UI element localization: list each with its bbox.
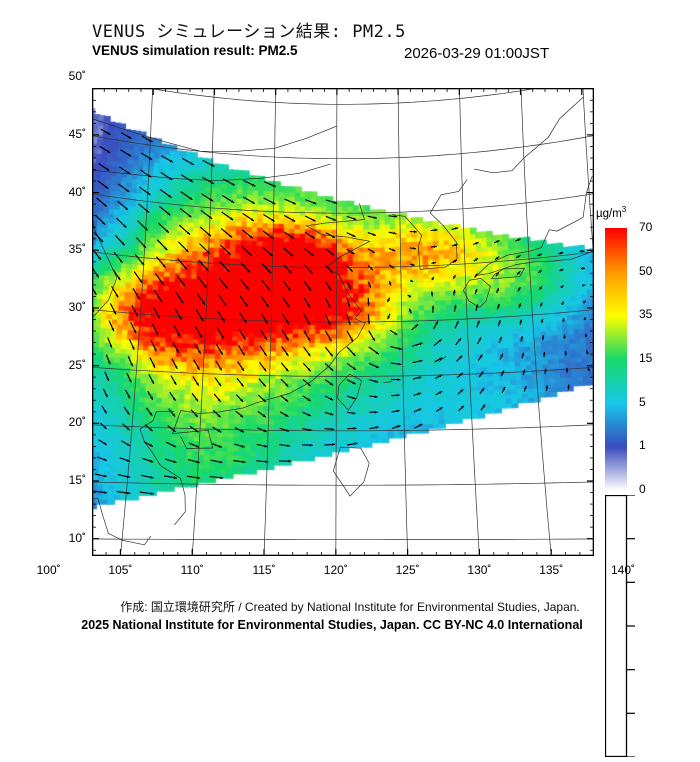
x-tick-label: 130˚ <box>463 563 495 577</box>
map-plot-area <box>92 88 594 556</box>
page-title-english: VENUS simulation result: PM2.5 <box>92 43 298 58</box>
map-overlays <box>92 88 594 556</box>
colorbar-tick-label: 0 <box>639 482 646 496</box>
x-tick-label: 125˚ <box>392 563 424 577</box>
y-tick-label: 40˚ <box>54 185 86 199</box>
colorbar-tick-label: 70 <box>639 220 652 234</box>
y-tick-label: 50˚ <box>54 69 86 83</box>
colorbar-unit-text: µg/m <box>596 208 622 220</box>
y-tick-label: 20˚ <box>54 415 86 429</box>
x-tick-label: 100˚ <box>33 563 65 577</box>
y-tick-label: 10˚ <box>54 531 86 545</box>
figure-root: VENUS シミュレーション結果: PM2.5 VENUS simulation… <box>0 0 700 649</box>
colorbar-unit-label: µg/m3 <box>596 205 626 220</box>
y-tick-label: 25˚ <box>54 358 86 372</box>
x-tick-label: 120˚ <box>320 563 352 577</box>
colorbar-tick-label: 35 <box>639 307 652 321</box>
colorbar-tick-label: 50 <box>639 264 652 278</box>
timestamp-label: 2026-03-29 01:00JST <box>404 45 549 62</box>
x-tick-label: 105˚ <box>104 563 136 577</box>
x-tick-label: 110˚ <box>176 563 208 577</box>
page-title-japanese: VENUS シミュレーション結果: PM2.5 <box>92 17 406 42</box>
y-tick-label: 45˚ <box>54 127 86 141</box>
colorbar-unit-exponent: 3 <box>622 205 626 214</box>
x-tick-label: 135˚ <box>535 563 567 577</box>
colorbar-tick-label: 5 <box>639 395 646 409</box>
license-line: 2025 National Institute for Environmenta… <box>0 618 700 632</box>
colorbar-gradient <box>605 228 627 490</box>
y-tick-label: 35˚ <box>54 242 86 256</box>
y-tick-label: 15˚ <box>54 473 86 487</box>
credit-line: 作成: 国立環境研究所 / Created by National Instit… <box>0 598 700 615</box>
x-tick-label: 115˚ <box>248 563 280 577</box>
y-tick-label: 30˚ <box>54 300 86 314</box>
colorbar <box>605 228 627 490</box>
colorbar-tick-label: 15 <box>639 351 652 365</box>
colorbar-tick-label: 1 <box>639 438 646 452</box>
